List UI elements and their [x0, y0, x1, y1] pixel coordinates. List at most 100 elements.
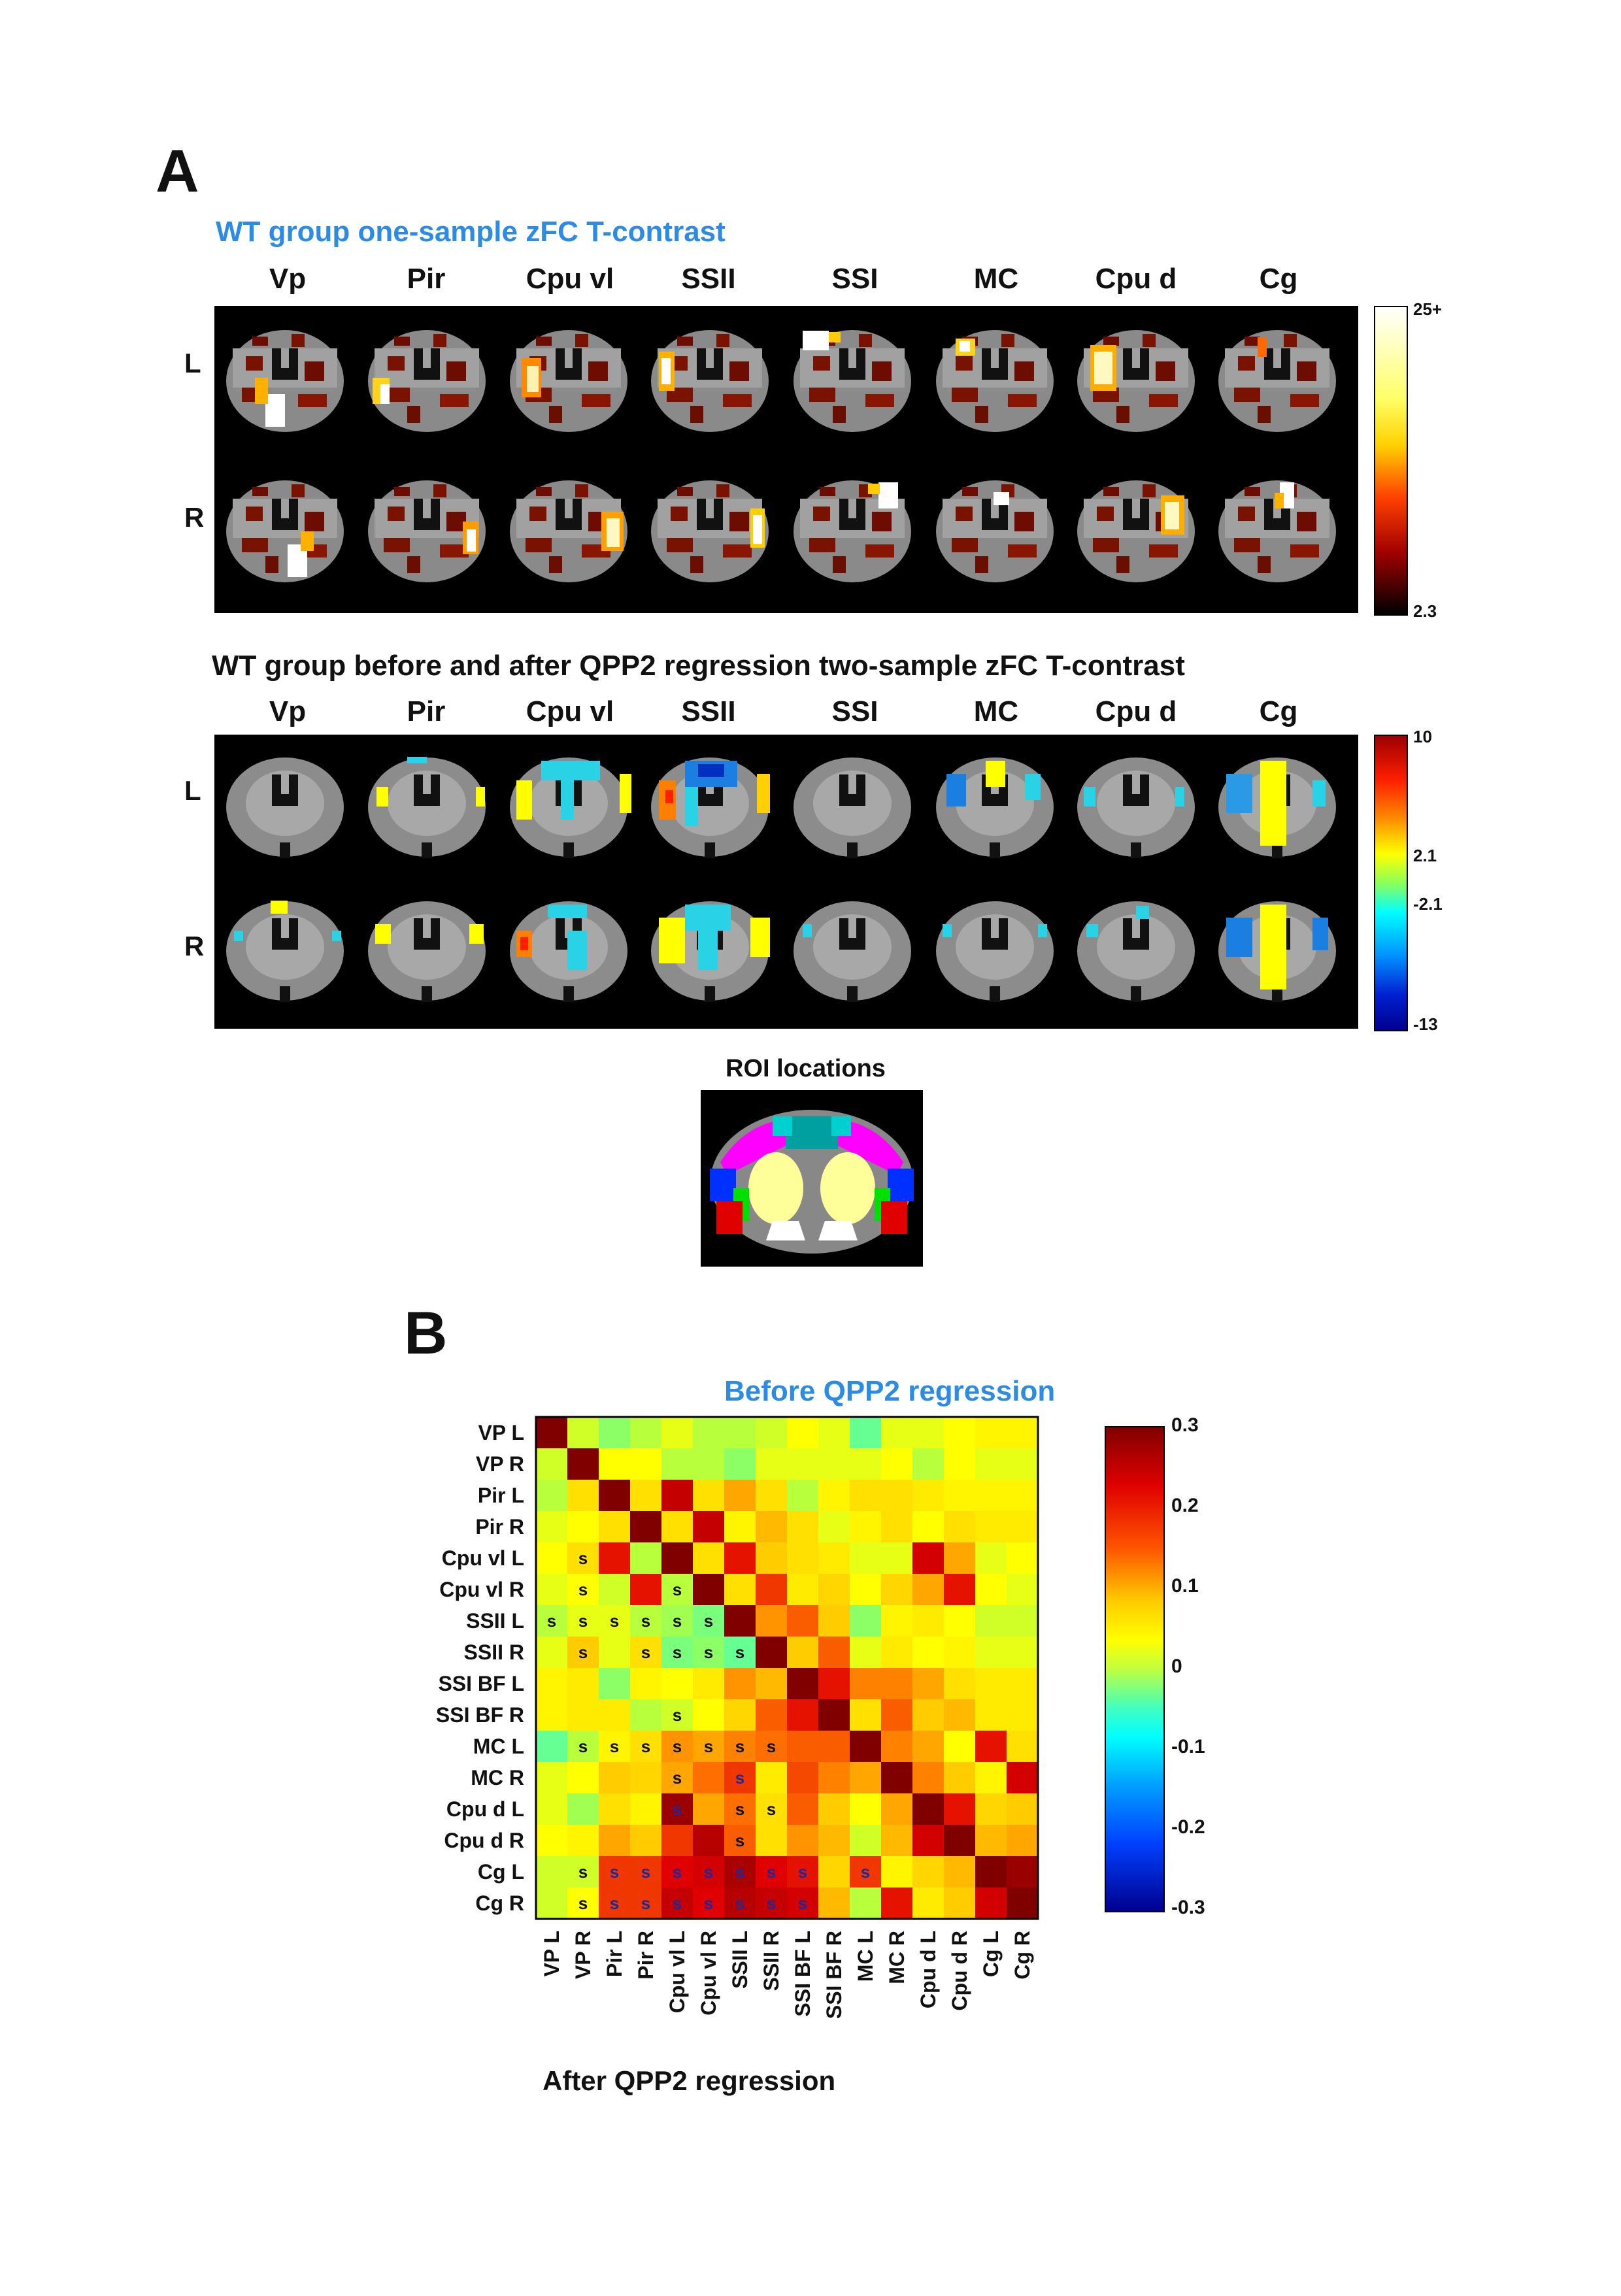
- heatmap-cell: [818, 1825, 850, 1856]
- heatmap-cell: [724, 1542, 756, 1574]
- roi-label: SSII: [681, 695, 736, 727]
- heatmap-cell: [599, 1668, 630, 1699]
- significance-marker: s: [610, 1737, 619, 1756]
- heatmap-cell: [567, 1511, 599, 1542]
- heatmap-cell: [693, 1825, 724, 1856]
- heatmap-cell: [912, 1856, 944, 1888]
- colorbar2-neg: -2.1: [1413, 894, 1443, 914]
- heatmap-cell: [818, 1731, 850, 1762]
- heatmap-cell: [693, 1699, 724, 1731]
- heatmap-cell: [975, 1668, 1007, 1699]
- heatmap-cell: [756, 1511, 787, 1542]
- roi-label: Cpu d: [1095, 263, 1177, 295]
- roi-label: Cg: [1259, 695, 1298, 727]
- heatmap-cell: [661, 1480, 693, 1511]
- heatmap-cell: [944, 1448, 975, 1480]
- heatmap-cell: [1007, 1542, 1038, 1574]
- heatmap-cell: [630, 1542, 661, 1574]
- heatmap-cell: [850, 1448, 881, 1480]
- significance-marker: s: [578, 1893, 588, 1913]
- heatmap-cell: [536, 1856, 567, 1888]
- heatmap-cell: [599, 1731, 630, 1762]
- heatmap-cell: [787, 1888, 818, 1919]
- heatmap-row-label: VP L: [478, 1421, 524, 1444]
- heatmap-cell: [881, 1480, 912, 1511]
- heatmap-cell: [787, 1637, 818, 1668]
- heatmap-row-label: SSII R: [464, 1640, 524, 1664]
- heatmap-row-label: Cpu vl R: [439, 1578, 524, 1601]
- heatmap-cell: [787, 1511, 818, 1542]
- heatmap-row-label: Cpu d L: [446, 1797, 524, 1821]
- heatmap-cell: [599, 1856, 630, 1888]
- heatmap-cell: [630, 1699, 661, 1731]
- significance-marker: s: [641, 1642, 650, 1662]
- heatmap-cell: [536, 1793, 567, 1825]
- heatmap-cell: [1007, 1762, 1038, 1793]
- heatmap-cell: [630, 1856, 661, 1888]
- heatmap-row-label: Cpu vl L: [442, 1546, 524, 1570]
- heatmap-cell: [693, 1731, 724, 1762]
- heatmap-cell: [881, 1417, 912, 1448]
- heatmap-cell: [944, 1637, 975, 1668]
- heatmap-row-label: VP R: [476, 1452, 524, 1476]
- heatmap-cell: [724, 1605, 756, 1637]
- heatmap-row-label: Cg L: [478, 1860, 524, 1884]
- heatmap-cell: [536, 1762, 567, 1793]
- heatmap-frame: [535, 1416, 1039, 1920]
- heatmap-col-label: Cg R: [1011, 1931, 1034, 1980]
- significance-marker: s: [578, 1611, 588, 1631]
- heatmap-cell: [724, 1511, 756, 1542]
- heatmap-cell: [724, 1856, 756, 1888]
- heatmap-cell: [536, 1825, 567, 1856]
- colorbar-b-tick: 0.2: [1171, 1495, 1199, 1516]
- heatmap-cell: [567, 1731, 599, 1762]
- heatmap-cell: [975, 1793, 1007, 1825]
- heatmap-row-label: Pir R: [475, 1515, 524, 1539]
- significance-marker: s: [673, 1893, 682, 1913]
- heatmap-cell: [818, 1762, 850, 1793]
- two-sample-brain-maps: [226, 757, 1336, 1002]
- roi-label: Cpu d: [1095, 695, 1177, 727]
- heatmap-cell: [912, 1762, 944, 1793]
- heatmap-col-label: Cpu vl L: [665, 1931, 689, 2013]
- heatmap-cell: [661, 1699, 693, 1731]
- heatmap-row-label: Cg R: [475, 1891, 524, 1915]
- heatmap-cell: [567, 1480, 599, 1511]
- heatmap-cell: [818, 1888, 850, 1919]
- heatmap-cell: [661, 1856, 693, 1888]
- heatmap-cell: [787, 1762, 818, 1793]
- heatmap-cell: [599, 1699, 630, 1731]
- significance-marker: s: [704, 1642, 713, 1662]
- heatmap-row-label: SSII L: [466, 1609, 524, 1633]
- significance-marker: s: [735, 1737, 744, 1756]
- row-label-right-2: R: [184, 931, 205, 961]
- heatmap-cell: [787, 1448, 818, 1480]
- heatmap-cell: [850, 1731, 881, 1762]
- heatmap-row-label: MC L: [473, 1735, 524, 1758]
- heatmap-cell: [724, 1699, 756, 1731]
- heatmap-cell: [850, 1417, 881, 1448]
- heatmap-cell: [818, 1542, 850, 1574]
- heatmap-col-label: SSII R: [760, 1931, 783, 1991]
- heatmap-cell: [944, 1762, 975, 1793]
- significance-marker: s: [767, 1862, 776, 1882]
- heatmap-cell: [818, 1417, 850, 1448]
- heatmap-cell: [724, 1888, 756, 1919]
- heatmap-cell: [818, 1605, 850, 1637]
- heatmap-cell: [881, 1542, 912, 1574]
- significance-marker: s: [578, 1580, 588, 1599]
- heatmap-cell: [693, 1542, 724, 1574]
- significance-marker: s: [735, 1862, 744, 1882]
- heatmap-cell: [818, 1480, 850, 1511]
- heatmap-cell: [850, 1793, 881, 1825]
- significance-marker: s: [798, 1862, 807, 1882]
- heatmap-cell: [975, 1637, 1007, 1668]
- heatmap-cell: [944, 1856, 975, 1888]
- heatmap-cell: [850, 1668, 881, 1699]
- one-sample-brain-strip: [214, 306, 1358, 613]
- colorbar-b-tick: 0.3: [1171, 1414, 1199, 1436]
- row-label-right: R: [184, 502, 205, 533]
- heatmap-cell: [599, 1511, 630, 1542]
- heatmap-cell: [724, 1417, 756, 1448]
- heatmap-cell: [756, 1637, 787, 1668]
